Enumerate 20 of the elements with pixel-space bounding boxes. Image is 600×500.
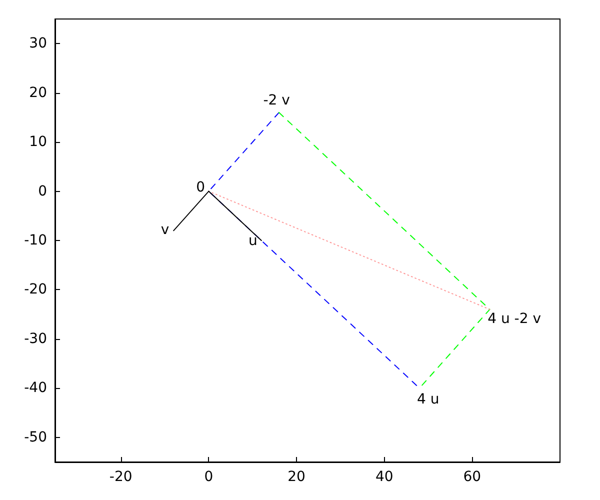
y-tick-label: 30: [29, 36, 47, 52]
y-tick-label: -50: [24, 429, 47, 446]
annotation: u: [248, 232, 258, 249]
y-tick-label: -30: [24, 330, 47, 347]
y-tick-label: -10: [24, 232, 47, 248]
y-tick-label: 10: [29, 134, 47, 150]
annotation: 4 u -2 v: [488, 310, 541, 327]
annotation: 0: [196, 179, 206, 196]
x-tick-label: 60: [463, 469, 482, 485]
y-tick-label: -40: [24, 380, 47, 396]
annotation: -2 v: [263, 92, 290, 109]
annotation: 4 u: [416, 391, 440, 408]
x-tick-label: -20: [109, 469, 132, 485]
y-tick-label: 0: [38, 183, 47, 200]
x-tick-label: 0: [204, 469, 214, 485]
x-tick-label: 20: [288, 469, 306, 485]
y-tick-label: 20: [29, 84, 47, 101]
annotation: v: [160, 222, 170, 238]
y-tick-label: -20: [24, 282, 47, 298]
x-tick-label: 40: [375, 469, 394, 485]
